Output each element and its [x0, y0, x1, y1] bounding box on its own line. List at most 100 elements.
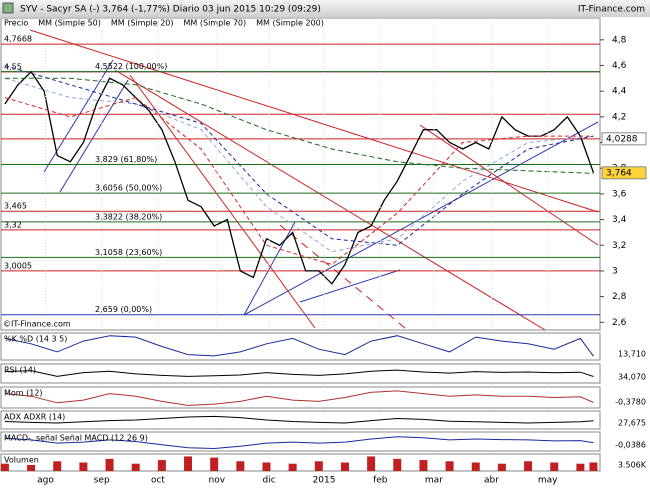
level-label: 4,55: [4, 62, 22, 71]
volume-bar: [0, 463, 9, 471]
header-site: IT-Finance.com: [578, 5, 645, 15]
volume-bar: [210, 457, 219, 471]
indicator-line: [4, 415, 594, 424]
volume-bar: [576, 463, 585, 471]
indicator-name: %K %D (14 3 5): [4, 335, 67, 344]
main-panel: [0, 17, 601, 331]
x-tick-label: nov: [209, 476, 226, 486]
x-tick-label: sep: [94, 476, 110, 486]
volume-bar: [262, 462, 271, 471]
x-tick-label: oct: [151, 476, 165, 486]
indicator-line: [4, 390, 594, 406]
indicator-value: 3.506K: [618, 461, 647, 470]
indicator-panel: [0, 363, 601, 384]
y-tick-label: 2,6: [612, 318, 627, 328]
volume-bar: [131, 463, 140, 471]
header-bar: [0, 0, 650, 17]
volume-bar: [419, 460, 428, 471]
indicator-name: RSI (14): [4, 366, 36, 375]
indicator-value: 13,710: [618, 350, 646, 359]
volume-bar: [340, 462, 349, 471]
volume-bar: [393, 458, 402, 471]
price-tag: [601, 132, 647, 146]
level-label: 3,0005: [4, 261, 32, 270]
volume-bar: [471, 462, 480, 471]
indicator-panel: [0, 332, 601, 361]
indicator-name: ADX ADXR (14): [4, 413, 65, 422]
indicator-value: -0,0386: [615, 441, 646, 450]
y-tick-label: 3,2: [612, 241, 626, 251]
header-title: SYV - Sacyr SA (-) 3,764 (-1,77%) Diario…: [20, 5, 321, 15]
indicator-name: Volumen: [4, 456, 39, 465]
level-label: 3,829 (61,80%): [95, 155, 157, 164]
trend-lines: [29, 29, 599, 331]
level-label: 3,6056 (50,00%): [95, 184, 162, 193]
level-label: 3,465: [4, 202, 27, 211]
indicator-panel: [0, 386, 601, 409]
price-tag: [601, 166, 647, 180]
y-tick-label: 4,4: [612, 87, 627, 97]
volume-bar: [27, 464, 36, 471]
volume-bar: [288, 463, 297, 471]
indicator-line: [4, 335, 594, 357]
indicator-line: [4, 369, 594, 377]
watermark: ©IT-Finance.com: [3, 320, 71, 329]
legend-entry: MM (Simple 70): [184, 19, 247, 28]
moving-average: [4, 77, 594, 174]
legend-entry: MM (Simple 50): [38, 19, 101, 28]
indicator-panel: [0, 453, 601, 472]
y-tick-label: 3: [612, 266, 618, 276]
level-label: 2,659 (0,00%): [95, 305, 152, 314]
indicator-name: Mom (12): [4, 389, 43, 398]
indicator-panel: [0, 431, 601, 452]
moving-average: [4, 65, 594, 246]
volume-bar: [314, 461, 323, 471]
price-line: [4, 70, 595, 285]
x-tick-label: mar: [425, 476, 443, 486]
volume-bar: [497, 463, 506, 471]
volume-bar: [550, 462, 559, 471]
indicator-name: MACD-, señal Señal MACD (12 26 9): [4, 434, 148, 443]
x-tick-label: 2015: [313, 476, 336, 486]
volume-bar: [367, 456, 376, 471]
volume-bar: [236, 461, 245, 471]
volume-bar: [53, 461, 62, 471]
y-tick-label: 4,6: [612, 61, 627, 71]
volume-bar: [184, 456, 193, 471]
volume-bar: [589, 462, 598, 471]
indicator-panel: [0, 410, 601, 430]
volume-bar: [105, 458, 114, 471]
x-tick-label: feb: [373, 476, 388, 486]
x-tick-label: dic: [263, 476, 276, 486]
level-label: 4,5522 (100,00%): [95, 62, 167, 71]
legend-entry: Precio: [4, 19, 28, 28]
header-icon: [2, 2, 14, 14]
moving-average: [4, 97, 594, 266]
level-label: 3,3822 (38,20%): [95, 212, 162, 221]
volume-bar: [445, 461, 454, 471]
moving-average: [4, 77, 594, 253]
level-label: 4,7668: [4, 35, 32, 44]
volume-bar: [524, 461, 533, 471]
volume-bar: [157, 460, 166, 471]
x-tick-label: ago: [37, 476, 54, 486]
level-label: 3,32: [4, 220, 22, 229]
y-tick-label: 2,8: [612, 292, 627, 302]
y-tick-label: 4,2: [612, 112, 626, 122]
price-tag-label: 3,764: [606, 168, 632, 178]
indicator-value: 34,070: [618, 373, 646, 382]
y-tick-label: 3,6: [612, 189, 627, 199]
y-tick-label: 3,4: [612, 215, 627, 225]
volume-bar: [79, 462, 88, 471]
y-tick-label: 4,8: [612, 35, 627, 45]
legend-entry: MM (Simple 200): [256, 19, 324, 28]
price-tag-label: 4,0288: [606, 134, 638, 144]
x-tick-label: abr: [484, 476, 499, 486]
x-tick-label: may: [538, 476, 558, 486]
legend-entry: MM (Simple 20): [111, 19, 174, 28]
indicator-value: -0,3780: [615, 398, 646, 407]
level-label: 3,1058 (23,60%): [95, 248, 162, 257]
indicator-value: 27,675: [618, 419, 646, 428]
indicator-line: [4, 436, 594, 450]
